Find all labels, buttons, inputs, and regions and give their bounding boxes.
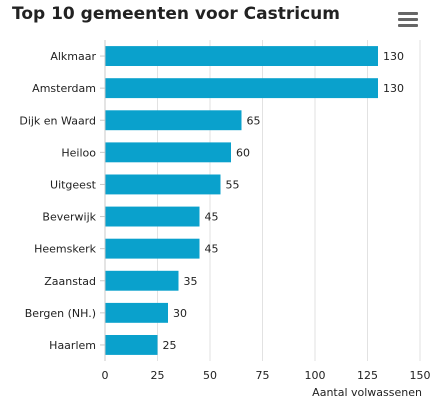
bar xyxy=(105,206,200,227)
x-tick-label: 25 xyxy=(151,369,165,382)
data-label: 45 xyxy=(205,243,219,256)
x-tick-label: 50 xyxy=(203,369,217,382)
menu-line xyxy=(398,24,418,27)
bar xyxy=(105,334,158,355)
data-label: 30 xyxy=(173,307,187,320)
hamburger-menu-icon[interactable] xyxy=(398,12,418,28)
x-tick-label: 100 xyxy=(305,369,326,382)
x-tick-label: 150 xyxy=(410,369,430,382)
category-label: Haarlem xyxy=(49,339,96,352)
axis-layer: 0 25 50 75 100 125 150 xyxy=(100,40,430,382)
data-label: 35 xyxy=(184,275,198,288)
data-label: 45 xyxy=(205,211,219,224)
category-label: Heemskerk xyxy=(34,243,97,256)
category-label: Amsterdam xyxy=(32,82,96,95)
bar-layer xyxy=(105,46,378,355)
x-axis-title: Aantal volwassenen xyxy=(312,386,422,399)
menu-line xyxy=(398,12,418,15)
category-label: Beverwijk xyxy=(42,211,96,224)
data-label: 25 xyxy=(163,339,177,352)
bar xyxy=(105,302,168,323)
category-label: Zaanstad xyxy=(44,275,96,288)
bar xyxy=(105,110,242,131)
category-label: Dijk en Waard xyxy=(19,114,96,127)
bar xyxy=(105,142,231,163)
data-label: 130 xyxy=(383,50,404,63)
menu-line xyxy=(398,18,418,21)
bar xyxy=(105,238,200,259)
label-layer: Alkmaar 130 Amsterdam 130 Dijk en Waard 65 Hei… xyxy=(19,50,404,352)
category-label: Alkmaar xyxy=(50,50,96,63)
x-tick-label: 0 xyxy=(102,369,109,382)
data-label: 130 xyxy=(383,82,404,95)
bar xyxy=(105,174,221,195)
bar xyxy=(105,270,179,291)
x-tick-label: 75 xyxy=(256,369,270,382)
bar xyxy=(105,78,378,99)
category-label: Uitgeest xyxy=(50,178,97,191)
x-tick-label: 125 xyxy=(357,369,378,382)
category-label: Bergen (NH.) xyxy=(25,307,96,320)
data-label: 60 xyxy=(236,146,250,159)
data-label: 55 xyxy=(226,178,240,191)
data-label: 65 xyxy=(247,114,261,127)
category-label: Heiloo xyxy=(61,146,96,159)
bar xyxy=(105,46,378,67)
chart-title: Top 10 gemeenten voor Castricum xyxy=(12,4,340,24)
